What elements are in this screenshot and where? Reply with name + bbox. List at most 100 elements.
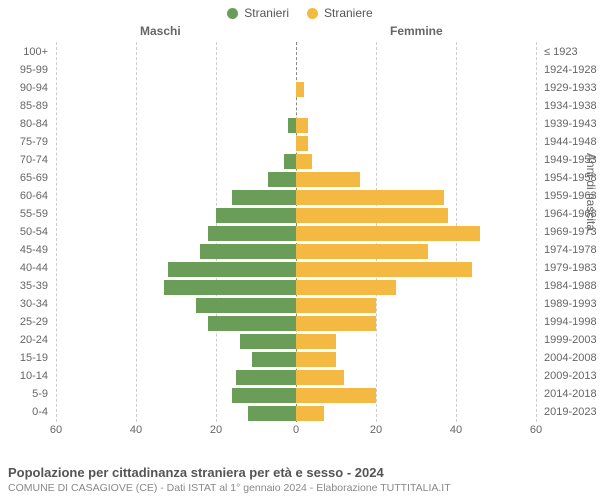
bar-female (296, 352, 336, 367)
age-label: 25-29 (0, 316, 52, 328)
column-headers: Maschi Femmine (0, 24, 600, 42)
bar-female (296, 298, 376, 313)
header-female: Femmine (390, 24, 443, 38)
table-row (56, 134, 536, 152)
bar-female (296, 334, 336, 349)
age-label: 80-84 (0, 118, 52, 130)
birth-year-label: 2009-2013 (540, 370, 598, 382)
header-male: Maschi (140, 24, 181, 38)
bar-male (248, 406, 296, 421)
bar-female (296, 136, 308, 151)
age-label: 75-79 (0, 136, 52, 148)
bar-male (252, 352, 296, 367)
bar-female (296, 388, 376, 403)
table-row (56, 152, 536, 170)
x-tick-label: 40 (130, 424, 142, 436)
table-row (56, 296, 536, 314)
table-row (56, 80, 536, 98)
table-row (56, 62, 536, 80)
table-row (56, 260, 536, 278)
bar-female (296, 82, 304, 97)
bar-female (296, 208, 448, 223)
bar-male (164, 280, 296, 295)
bar-female (296, 316, 376, 331)
x-tick-label: 20 (370, 424, 382, 436)
legend-item-female: Straniere (307, 6, 373, 20)
x-tick-label: 60 (530, 424, 542, 436)
age-label: 65-69 (0, 172, 52, 184)
birth-year-label: 1999-2003 (540, 334, 598, 346)
legend: Stranieri Straniere (0, 0, 600, 24)
birth-year-label: 1934-1938 (540, 100, 598, 112)
bar-female (296, 370, 344, 385)
bar-male (208, 316, 296, 331)
table-row (56, 188, 536, 206)
birth-year-label: 1924-1928 (540, 64, 598, 76)
birth-year-label: 2014-2018 (540, 388, 598, 400)
footer: Popolazione per cittadinanza straniera p… (8, 465, 451, 494)
bar-male (168, 262, 296, 277)
bar-female (296, 190, 444, 205)
bar-male (200, 244, 296, 259)
x-tick-label: 40 (450, 424, 462, 436)
birth-year-label: 1939-1943 (540, 118, 598, 130)
table-row (56, 386, 536, 404)
table-row (56, 242, 536, 260)
bar-female (296, 406, 324, 421)
age-label: 35-39 (0, 280, 52, 292)
grid-line (536, 42, 537, 422)
birth-year-label: ≤ 1923 (540, 46, 598, 58)
bar-female (296, 244, 428, 259)
bar-male (232, 388, 296, 403)
birth-year-label: 1929-1933 (540, 82, 598, 94)
birth-year-label: 2019-2023 (540, 406, 598, 418)
table-row (56, 116, 536, 134)
birth-year-label: 1989-1993 (540, 298, 598, 310)
legend-swatch-female (307, 8, 318, 19)
bar-female (296, 118, 308, 133)
x-tick-label: 60 (50, 424, 62, 436)
age-label: 85-89 (0, 100, 52, 112)
table-row (56, 350, 536, 368)
bar-female (296, 226, 480, 241)
birth-year-label: 1944-1948 (540, 136, 598, 148)
bar-female (296, 154, 312, 169)
bar-male (284, 154, 296, 169)
bar-female (296, 172, 360, 187)
bar-female (296, 262, 472, 277)
legend-label-male: Stranieri (244, 6, 289, 20)
table-row (56, 368, 536, 386)
age-label: 60-64 (0, 190, 52, 202)
age-label: 0-4 (0, 406, 52, 418)
x-tick-label: 20 (210, 424, 222, 436)
bar-male (196, 298, 296, 313)
table-row (56, 278, 536, 296)
table-row (56, 206, 536, 224)
chart-title: Popolazione per cittadinanza straniera p… (8, 465, 451, 480)
birth-year-label: 1984-1988 (540, 280, 598, 292)
table-row (56, 170, 536, 188)
birth-year-label: 1994-1998 (540, 316, 598, 328)
birth-year-label: 2004-2008 (540, 352, 598, 364)
table-row (56, 224, 536, 242)
legend-label-female: Straniere (324, 6, 373, 20)
legend-item-male: Stranieri (227, 6, 289, 20)
bar-male (268, 172, 296, 187)
table-row (56, 332, 536, 350)
birth-year-label: 1964-1968 (540, 208, 598, 220)
age-label: 40-44 (0, 262, 52, 274)
age-label: 30-34 (0, 298, 52, 310)
age-label: 5-9 (0, 388, 52, 400)
age-label: 90-94 (0, 82, 52, 94)
pyramid-chart: Fasce di età Anni di nascita 100+95-9990… (0, 42, 600, 442)
age-label: 15-19 (0, 352, 52, 364)
age-label: 45-49 (0, 244, 52, 256)
birth-year-label: 1954-1958 (540, 172, 598, 184)
bar-male (288, 118, 296, 133)
legend-swatch-male (227, 8, 238, 19)
bar-male (216, 208, 296, 223)
age-label: 100+ (0, 46, 52, 58)
bar-male (236, 370, 296, 385)
age-label: 70-74 (0, 154, 52, 166)
table-row (56, 44, 536, 62)
